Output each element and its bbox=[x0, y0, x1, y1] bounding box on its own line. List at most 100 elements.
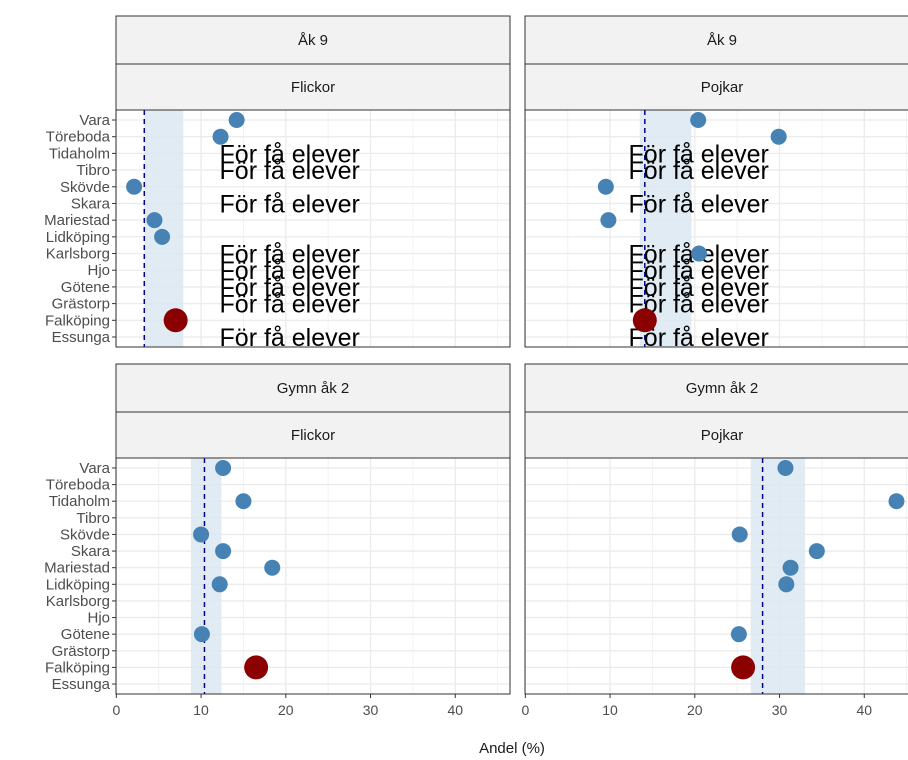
plot-area bbox=[116, 458, 510, 694]
few-students-label: För få elever bbox=[220, 140, 360, 168]
data-point bbox=[235, 493, 252, 510]
data-point bbox=[600, 212, 617, 229]
interval-band bbox=[639, 110, 692, 347]
gender-strip bbox=[524, 411, 908, 459]
few-students-label: För få elever bbox=[629, 324, 769, 352]
category-label: Falköping bbox=[45, 312, 110, 329]
gender-strip-label: Pojkar bbox=[701, 79, 744, 96]
data-point bbox=[778, 576, 795, 593]
data-point bbox=[691, 245, 708, 262]
category-label: Töreboda bbox=[46, 129, 111, 146]
gender-strip-label: Pojkar bbox=[701, 427, 744, 444]
grade-strip-label: Åk 9 bbox=[298, 32, 328, 49]
data-point bbox=[126, 178, 143, 195]
category-label: Götene bbox=[61, 626, 110, 643]
data-point bbox=[730, 626, 747, 643]
plot-background bbox=[525, 110, 908, 347]
panel-border bbox=[524, 457, 908, 695]
few-students-label: För få elever bbox=[629, 157, 769, 185]
category-label: Hjo bbox=[87, 262, 110, 279]
category-label: Lidköping bbox=[46, 229, 110, 246]
gender-strip-label: Flickor bbox=[291, 427, 335, 444]
category-label: Essunga bbox=[52, 329, 111, 346]
category-label: Tidaholm bbox=[49, 145, 110, 162]
facet-panel: Gymn åk 2 Pojkar 0 10 20 30 40 bbox=[521, 363, 908, 718]
grade-strip bbox=[115, 15, 511, 65]
grade-strip bbox=[524, 15, 908, 65]
few-students-label: För få elever bbox=[629, 190, 769, 218]
panel-border bbox=[524, 109, 908, 348]
interval-band bbox=[144, 110, 184, 347]
category-label: Karlsborg bbox=[46, 246, 110, 263]
panel-border bbox=[115, 109, 511, 348]
x-axis-title: Andel (%) bbox=[479, 740, 545, 757]
data-point bbox=[228, 112, 245, 129]
category-label: Tidaholm bbox=[49, 493, 110, 510]
category-label: Grästorp bbox=[52, 296, 110, 313]
category-label: Skövde bbox=[60, 179, 110, 196]
category-label: Essunga bbox=[52, 676, 111, 693]
few-students-label: För få elever bbox=[629, 140, 769, 168]
data-point bbox=[782, 559, 799, 576]
few-students-label: För få elever bbox=[220, 257, 360, 285]
data-point bbox=[777, 459, 794, 476]
few-students-label: För få elever bbox=[220, 324, 360, 352]
category-label: Skara bbox=[71, 195, 111, 212]
highlight-point bbox=[731, 655, 756, 680]
data-point bbox=[215, 543, 232, 560]
category-label: Mariestad bbox=[44, 212, 110, 229]
data-point bbox=[146, 212, 163, 229]
x-tick-label: 40 bbox=[447, 702, 463, 718]
gender-strip-label: Flickor bbox=[291, 79, 335, 96]
x-tick-label: 20 bbox=[687, 702, 703, 718]
grade-strip-label: Gymn åk 2 bbox=[277, 380, 350, 397]
panel-border bbox=[115, 457, 511, 695]
data-point bbox=[770, 128, 787, 145]
x-tick-label: 20 bbox=[278, 702, 294, 718]
few-students-label: För få elever bbox=[220, 157, 360, 185]
data-point bbox=[154, 228, 171, 245]
grade-strip-label: Gymn åk 2 bbox=[686, 380, 759, 397]
few-students-label: För få elever bbox=[629, 274, 769, 302]
highlight-point bbox=[632, 308, 657, 333]
grade-strip-label: Åk 9 bbox=[707, 32, 737, 49]
category-label: Skövde bbox=[60, 526, 110, 543]
data-point bbox=[193, 626, 210, 643]
few-students-label: För få elever bbox=[220, 274, 360, 302]
plot-background bbox=[116, 458, 510, 694]
plot-background bbox=[525, 458, 908, 694]
category-label: Mariestad bbox=[44, 560, 110, 577]
plot-area bbox=[525, 458, 908, 694]
data-point bbox=[888, 493, 905, 510]
grade-strip bbox=[524, 363, 908, 413]
category-label: Karlsborg bbox=[46, 593, 110, 610]
few-students-label: För få elever bbox=[220, 291, 360, 319]
few-students-label: För få elever bbox=[220, 241, 360, 269]
x-tick-label: 10 bbox=[602, 702, 618, 718]
x-tick-label: 30 bbox=[363, 702, 379, 718]
few-students-label: För få elever bbox=[220, 190, 360, 218]
data-point bbox=[193, 526, 210, 543]
data-point bbox=[211, 576, 228, 593]
grade-strip bbox=[115, 363, 511, 413]
x-tick-label: 30 bbox=[772, 702, 788, 718]
category-label: Töreboda bbox=[46, 477, 111, 494]
category-label: Falköping bbox=[45, 659, 110, 676]
facet-panel: Gymn åk 2 Flickor EssungaFalköpingGrästorp… bbox=[44, 363, 511, 718]
data-point bbox=[731, 526, 748, 543]
data-point bbox=[808, 543, 825, 560]
category-label: Vara bbox=[79, 112, 110, 129]
data-point bbox=[597, 178, 614, 195]
x-tick-label: 0 bbox=[112, 702, 120, 718]
data-point bbox=[264, 559, 281, 576]
data-point bbox=[690, 112, 707, 129]
highlight-point bbox=[163, 308, 188, 333]
category-label: Tibro bbox=[76, 162, 110, 179]
x-tick-label: 10 bbox=[193, 702, 209, 718]
few-students-label: För få elever bbox=[629, 257, 769, 285]
interval-band bbox=[190, 458, 222, 694]
